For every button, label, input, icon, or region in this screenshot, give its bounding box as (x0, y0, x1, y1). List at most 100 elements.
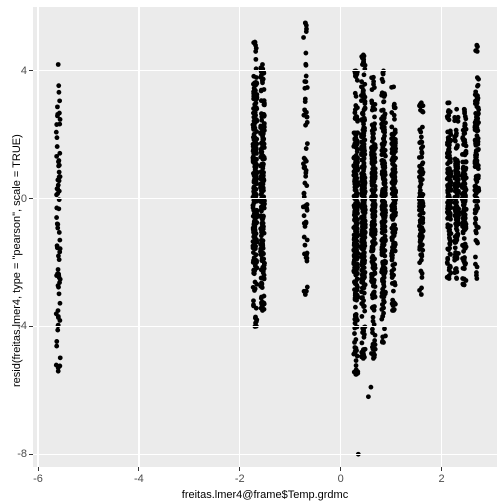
data-point (355, 265, 360, 270)
data-point (473, 184, 478, 189)
data-point (447, 153, 452, 158)
data-point (463, 242, 468, 247)
data-point (362, 270, 367, 275)
data-point (352, 269, 357, 274)
data-point (57, 178, 62, 183)
data-point (390, 253, 395, 258)
data-point (419, 139, 424, 144)
data-point (382, 265, 387, 270)
data-point (262, 201, 267, 206)
data-point (259, 207, 264, 212)
data-point (55, 135, 60, 140)
data-point (454, 256, 459, 261)
data-point (303, 224, 308, 229)
data-point (452, 270, 457, 275)
data-point (361, 328, 366, 333)
data-point (303, 174, 308, 179)
data-point (362, 347, 367, 352)
x-tick-mark (340, 467, 341, 471)
data-point (453, 174, 458, 179)
data-point (354, 358, 359, 363)
data-point (363, 282, 368, 287)
data-point (363, 222, 368, 227)
data-point (360, 301, 365, 306)
data-point (448, 211, 453, 216)
data-point (371, 241, 376, 246)
data-point (369, 385, 374, 390)
data-point (372, 145, 377, 150)
data-point (420, 204, 425, 209)
data-point (303, 21, 308, 26)
data-point (259, 281, 264, 286)
data-point (464, 144, 469, 149)
data-point (420, 125, 425, 130)
data-point (355, 180, 360, 185)
data-point (461, 174, 466, 179)
data-point (419, 100, 424, 105)
grid-hline (33, 70, 497, 71)
data-point (381, 279, 386, 284)
data-point (382, 125, 387, 130)
data-point (355, 233, 360, 238)
data-point (370, 330, 375, 335)
data-point (262, 178, 267, 183)
data-point (363, 99, 368, 104)
x-tick-label: -6 (33, 473, 43, 485)
data-point (362, 309, 367, 314)
data-point (304, 74, 309, 79)
data-point (253, 40, 258, 45)
data-point (360, 341, 365, 346)
data-point (305, 238, 310, 243)
data-point (259, 174, 264, 179)
data-point (445, 114, 450, 119)
data-point (362, 291, 367, 296)
data-point (380, 188, 385, 193)
data-point (302, 86, 307, 91)
data-point (360, 118, 365, 123)
data-point (476, 188, 481, 193)
data-point (393, 191, 398, 196)
data-point (389, 136, 394, 141)
data-point (352, 163, 357, 168)
data-point (474, 209, 479, 214)
data-point (418, 108, 423, 113)
data-point (361, 237, 366, 242)
data-point (261, 246, 266, 251)
data-point (260, 62, 265, 67)
data-point (382, 326, 387, 331)
data-point (355, 276, 360, 281)
data-point (455, 251, 460, 256)
data-point (382, 169, 387, 174)
data-point (420, 177, 425, 182)
data-point (262, 87, 267, 92)
data-point (251, 271, 256, 276)
data-point (361, 176, 366, 181)
data-point (372, 266, 377, 271)
data-point (382, 99, 387, 104)
data-point (57, 98, 62, 103)
data-point (447, 160, 452, 165)
data-point (304, 27, 309, 32)
data-point (462, 131, 467, 136)
data-point (254, 80, 259, 85)
data-point (57, 257, 62, 262)
data-point (55, 112, 60, 117)
data-point (390, 147, 395, 152)
data-point (58, 355, 63, 360)
data-point (383, 290, 388, 295)
data-point (369, 249, 374, 254)
data-point (372, 122, 377, 127)
data-point (303, 97, 308, 102)
data-point (259, 190, 264, 195)
data-point (304, 253, 309, 258)
data-point (420, 220, 425, 225)
data-point (353, 131, 358, 136)
x-tick-mark (239, 467, 240, 471)
data-point (254, 176, 259, 181)
data-point (363, 106, 368, 111)
data-point (305, 202, 310, 207)
data-point (55, 221, 60, 226)
data-point (445, 176, 450, 181)
data-point (461, 170, 466, 175)
data-point (446, 149, 451, 154)
